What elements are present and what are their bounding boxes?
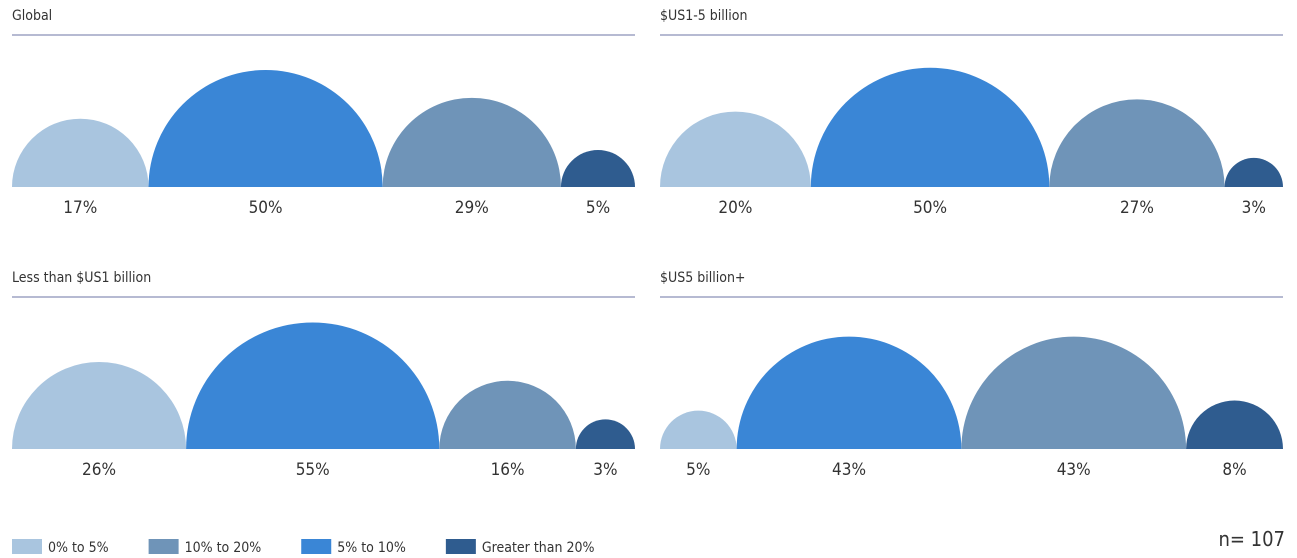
semicircle bbox=[1224, 157, 1283, 187]
panel-title: Less than $US1 billion bbox=[12, 270, 151, 286]
semicircle bbox=[12, 118, 149, 187]
semicircle bbox=[961, 336, 1187, 449]
value-label: 20% bbox=[718, 198, 752, 218]
value-label: 3% bbox=[593, 460, 617, 480]
value-label: 27% bbox=[1120, 198, 1154, 218]
semicircle bbox=[1186, 400, 1283, 449]
sample-size: n= 107 bbox=[1218, 527, 1285, 551]
value-label: 50% bbox=[913, 198, 947, 218]
legend-label: Greater than 20% bbox=[482, 540, 595, 556]
value-label: 5% bbox=[586, 198, 610, 218]
value-label: 50% bbox=[249, 198, 283, 218]
legend-label: 10% to 20% bbox=[185, 540, 262, 556]
semicircle bbox=[12, 361, 187, 449]
value-label: 3% bbox=[1242, 198, 1266, 218]
value-label: 16% bbox=[491, 460, 525, 480]
semicircle bbox=[382, 97, 561, 187]
semicircle bbox=[186, 322, 440, 449]
semicircle bbox=[560, 149, 635, 187]
semicircle bbox=[660, 410, 737, 449]
legend-swatch bbox=[301, 539, 332, 554]
legend-swatch bbox=[148, 539, 179, 554]
semicircle bbox=[575, 419, 635, 449]
value-label: 17% bbox=[63, 198, 97, 218]
value-label: 26% bbox=[82, 460, 116, 480]
value-label: 43% bbox=[1057, 460, 1091, 480]
semicircle bbox=[810, 67, 1050, 187]
value-label: 43% bbox=[832, 460, 866, 480]
legend-label: 5% to 10% bbox=[337, 540, 406, 556]
value-label: 8% bbox=[1222, 460, 1246, 480]
value-label: 55% bbox=[296, 460, 330, 480]
semicircle bbox=[736, 336, 962, 449]
semicircle bbox=[439, 380, 576, 449]
value-label: 29% bbox=[455, 198, 489, 218]
semicircle bbox=[148, 69, 383, 187]
value-label: 5% bbox=[686, 460, 710, 480]
panel-title: Global bbox=[12, 8, 52, 24]
legend-swatch bbox=[12, 539, 42, 554]
legend-swatch bbox=[445, 539, 476, 554]
panel-title: $US5 billion+ bbox=[660, 270, 745, 286]
semicircle bbox=[1049, 99, 1225, 187]
semicircle bbox=[660, 111, 811, 187]
legend-label: 0% to 5% bbox=[48, 540, 109, 556]
panel-title: $US1-5 billion bbox=[660, 8, 748, 24]
